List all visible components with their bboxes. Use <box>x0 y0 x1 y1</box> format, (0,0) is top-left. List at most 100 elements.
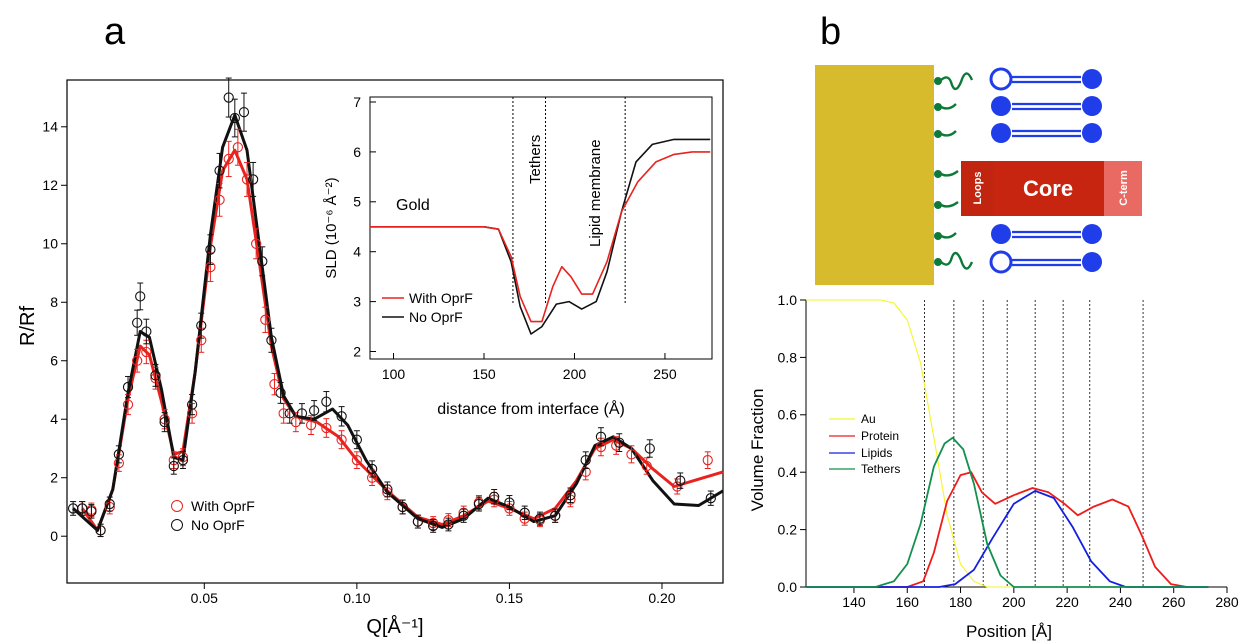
main-legend-marker-without <box>171 519 183 531</box>
main-data-point <box>427 519 439 533</box>
main-data-point <box>168 457 179 475</box>
main-data-point <box>458 508 469 523</box>
tether-tail <box>940 232 957 239</box>
inset-x-tick-label: 100 <box>382 366 406 382</box>
main-data-point <box>473 496 485 512</box>
main-data-point <box>595 427 607 447</box>
main-y-tick-label: 0 <box>50 528 58 544</box>
main-data-point <box>95 523 106 538</box>
main-data-point <box>257 246 268 277</box>
main-data-point <box>241 161 253 197</box>
lipid-molecule <box>991 123 1102 143</box>
main-y-tick-label: 12 <box>42 177 58 193</box>
main-data-point <box>214 183 225 217</box>
inset-curves <box>370 138 711 335</box>
main-data-point <box>159 412 170 433</box>
main-data-points <box>67 77 716 538</box>
volume-y-tick-label: 0.0 <box>778 579 798 595</box>
lipid-molecule <box>991 224 1102 244</box>
protein-core <box>993 161 1104 216</box>
volume-curve <box>806 471 1209 588</box>
main-y-tick-label: 14 <box>42 119 58 135</box>
inset-plot-frame <box>369 96 713 360</box>
volume-y-tick-label: 0.2 <box>778 522 798 538</box>
main-data-point <box>672 478 683 495</box>
main-data-point <box>702 451 713 470</box>
main-data-point <box>275 382 286 404</box>
main-data-point <box>196 312 207 339</box>
main-data-point <box>565 487 576 504</box>
main-data-point <box>284 403 295 424</box>
main-data-point <box>705 490 716 506</box>
main-data-point <box>232 128 244 166</box>
main-axis-ticks: 0.05 0.10 0.15 0.20 0 2 4 6 8 10 12 14 <box>42 119 675 606</box>
inset-y-tick-label: 7 <box>353 94 361 110</box>
volume-curves <box>806 299 1209 588</box>
volume-legend-label-lipids: Lipids <box>861 446 892 460</box>
main-x-tick-label: 0.15 <box>496 590 523 606</box>
main-data-point <box>550 508 561 523</box>
volume-legend-label-au: Au <box>861 412 876 426</box>
inset-annotation-gold: Gold <box>396 197 430 214</box>
main-data-point <box>644 439 655 458</box>
main-y-tick-label: 10 <box>42 236 58 252</box>
main-data-point <box>205 234 216 265</box>
cterm-label: C-term <box>1118 170 1130 206</box>
inset-y-tick-label: 3 <box>353 294 361 310</box>
volume-legend-label-tethers: Tethers <box>861 462 900 476</box>
main-data-point <box>122 375 134 399</box>
main-data-point <box>519 505 530 521</box>
volume-x-tick-label: 220 <box>1055 594 1079 610</box>
tether-tail <box>940 251 974 270</box>
tether-tail <box>940 103 957 110</box>
volume-y-axis-label: Volume Fraction <box>748 389 767 512</box>
main-data-point <box>104 496 115 512</box>
tether-anchor <box>934 201 942 209</box>
main-data-point <box>641 457 652 475</box>
main-legend-label-without: No OprF <box>191 517 245 533</box>
volume-x-tick-label: 200 <box>1002 594 1026 610</box>
volume-curve <box>806 436 1209 588</box>
volume-curve <box>806 490 1209 588</box>
tether-tail <box>940 130 957 137</box>
main-x-axis-label: Q[Å⁻¹] <box>366 615 423 638</box>
lipid-molecule <box>989 67 1102 91</box>
main-data-point <box>397 499 408 515</box>
main-data-point <box>489 489 500 505</box>
inset-sld-curve <box>370 151 711 323</box>
volume-chart: 140 160 180 200 220 240 260 280 0.0 0.2 0.4 0.6 0.8 1… <box>748 292 1239 641</box>
main-data-point <box>443 517 454 532</box>
membrane-schematic: Loops Core C-term <box>815 65 1142 285</box>
main-data-point <box>223 140 234 178</box>
main-x-tick-label: 0.05 <box>191 590 218 606</box>
main-data-point <box>177 451 189 470</box>
inset-y-tick-label: 2 <box>353 343 361 359</box>
lipid-molecules <box>989 67 1102 274</box>
inset-y-axis-label: SLD (10⁻⁶ Å⁻²) <box>323 177 340 278</box>
main-data-point <box>247 161 259 197</box>
volume-x-tick-label: 240 <box>1109 594 1133 610</box>
main-data-point <box>278 403 289 424</box>
volume-x-tick-label: 160 <box>896 594 920 610</box>
inset-axis-ticks: 100 150 200 250 2 3 4 5 6 7 <box>353 94 677 382</box>
loops-label: Loops <box>972 172 984 205</box>
main-data-point <box>504 495 515 511</box>
lipid-molecule <box>989 250 1102 274</box>
protein-cterm <box>1104 161 1142 216</box>
main-data-point <box>113 445 125 464</box>
volume-y-tick-label: 1.0 <box>778 292 798 308</box>
tether-tail <box>940 201 959 208</box>
tether-anchor <box>934 130 942 138</box>
main-data-point <box>135 282 146 311</box>
main-x-tick-label: 0.20 <box>648 590 675 606</box>
main-data-point <box>611 436 622 455</box>
inset-y-tick-label: 4 <box>353 244 361 260</box>
volume-y-tick-label: 0.6 <box>778 407 798 423</box>
main-data-point <box>260 306 271 333</box>
main-data-point <box>308 400 320 421</box>
main-plot-frame <box>66 79 724 584</box>
main-data-point <box>305 415 317 436</box>
main-x-tick-label: 0.10 <box>343 590 370 606</box>
inset-x-axis-label: distance from interface (Å) <box>437 399 625 418</box>
panel-label-b: b <box>820 11 841 53</box>
